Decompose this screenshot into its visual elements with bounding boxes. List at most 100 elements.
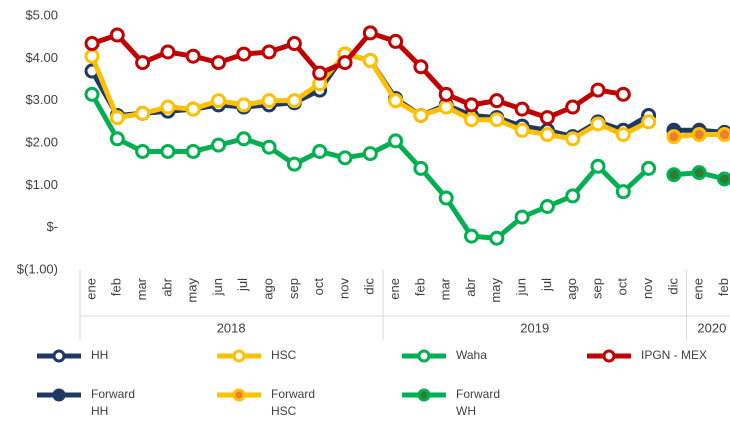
x-tick-label: nov — [336, 278, 351, 299]
x-tick-label: mar — [438, 277, 453, 300]
legend-marker — [417, 388, 431, 402]
legend-swatch — [37, 349, 81, 363]
legend-marker — [232, 349, 246, 363]
data-point — [514, 209, 530, 225]
data-point — [185, 143, 201, 159]
data-point — [211, 93, 226, 109]
data-point — [236, 97, 252, 113]
data-point — [489, 112, 505, 128]
x-tick-label: ene — [387, 278, 402, 300]
data-point — [438, 86, 454, 102]
x-tick-label: ene — [83, 278, 98, 300]
data-point — [590, 116, 606, 132]
x-tick-label: abr — [463, 277, 478, 296]
data-point — [615, 127, 631, 143]
data-point — [160, 44, 176, 60]
data-point — [185, 101, 201, 117]
data-point — [615, 184, 631, 200]
data-point — [539, 110, 555, 126]
data-point — [717, 171, 730, 187]
data-point — [286, 93, 302, 109]
data-point — [514, 101, 530, 117]
legend-label: Forward HH — [91, 387, 136, 418]
x-tick-label: abr — [159, 277, 174, 296]
data-point — [109, 27, 125, 43]
series-line — [89, 93, 651, 241]
legend-label: Waha — [456, 348, 487, 362]
legend-swatch — [217, 388, 261, 402]
data-point — [160, 143, 176, 159]
data-point — [539, 127, 555, 143]
legend-marker — [52, 388, 66, 402]
data-point — [388, 93, 404, 109]
data-point — [337, 55, 353, 71]
data-point — [641, 160, 657, 176]
data-point — [565, 188, 581, 204]
legend-label: Forward HSC — [271, 387, 316, 418]
data-point — [438, 190, 454, 206]
x-tick-label: feb — [109, 278, 124, 296]
data-point — [691, 127, 707, 143]
data-point — [261, 93, 277, 109]
data-point — [236, 131, 252, 147]
data-point — [691, 165, 707, 181]
data-point — [84, 48, 100, 64]
data-point — [464, 228, 479, 244]
x-tick-label: dic — [362, 278, 377, 295]
data-point — [84, 36, 100, 52]
x-tick-label: sep — [589, 278, 604, 299]
data-point — [312, 65, 328, 81]
legend-marker — [52, 349, 66, 363]
x-tick-label: jul — [539, 278, 554, 292]
data-point — [539, 199, 555, 214]
data-point — [489, 230, 505, 246]
x-tick-label: jun — [514, 278, 529, 296]
data-point — [236, 46, 252, 62]
y-tick-label: $5.00 — [25, 7, 58, 22]
data-point — [615, 86, 631, 102]
legend-label: IPGN - MEX — [641, 348, 708, 362]
y-tick-label: $3.00 — [25, 92, 58, 107]
data-point — [185, 48, 201, 64]
data-point — [590, 82, 606, 98]
data-point — [362, 25, 378, 41]
data-point — [641, 114, 657, 130]
x-tick-label: sep — [286, 278, 301, 299]
legend-swatch — [37, 388, 81, 402]
x-tick-label: may — [185, 278, 200, 303]
data-point — [666, 167, 682, 183]
data-point — [362, 146, 378, 162]
legend-swatch — [587, 349, 631, 363]
data-point — [261, 44, 277, 60]
data-point — [717, 127, 730, 143]
data-point — [565, 131, 581, 147]
legend-label: HSC — [271, 348, 297, 362]
x-group-label: 2018 — [217, 320, 246, 335]
data-point — [109, 131, 125, 147]
x-tick-label: feb — [716, 278, 730, 296]
data-point — [565, 99, 581, 115]
data-point — [135, 105, 151, 121]
data-point — [590, 158, 606, 174]
y-tick-label: $(1.00) — [17, 261, 58, 276]
legend-marker — [602, 349, 616, 363]
data-point — [135, 55, 151, 71]
x-tick-label: jun — [210, 278, 225, 296]
x-tick-label: ago — [564, 278, 579, 300]
legend-label: HH — [91, 348, 109, 362]
series-line — [91, 30, 624, 121]
data-point — [135, 143, 151, 159]
data-point — [388, 33, 404, 49]
data-point — [438, 99, 454, 115]
x-tick-label: may — [488, 278, 503, 303]
data-point — [413, 59, 429, 75]
x-group-label: 2020 — [697, 320, 726, 335]
y-tick-label: $2.00 — [25, 134, 58, 149]
data-point — [84, 86, 100, 102]
x-tick-label: oct — [311, 278, 326, 296]
legend-label: Forward WH — [456, 387, 501, 418]
legend-swatch — [402, 349, 446, 363]
x-tick-label: oct — [615, 278, 630, 296]
